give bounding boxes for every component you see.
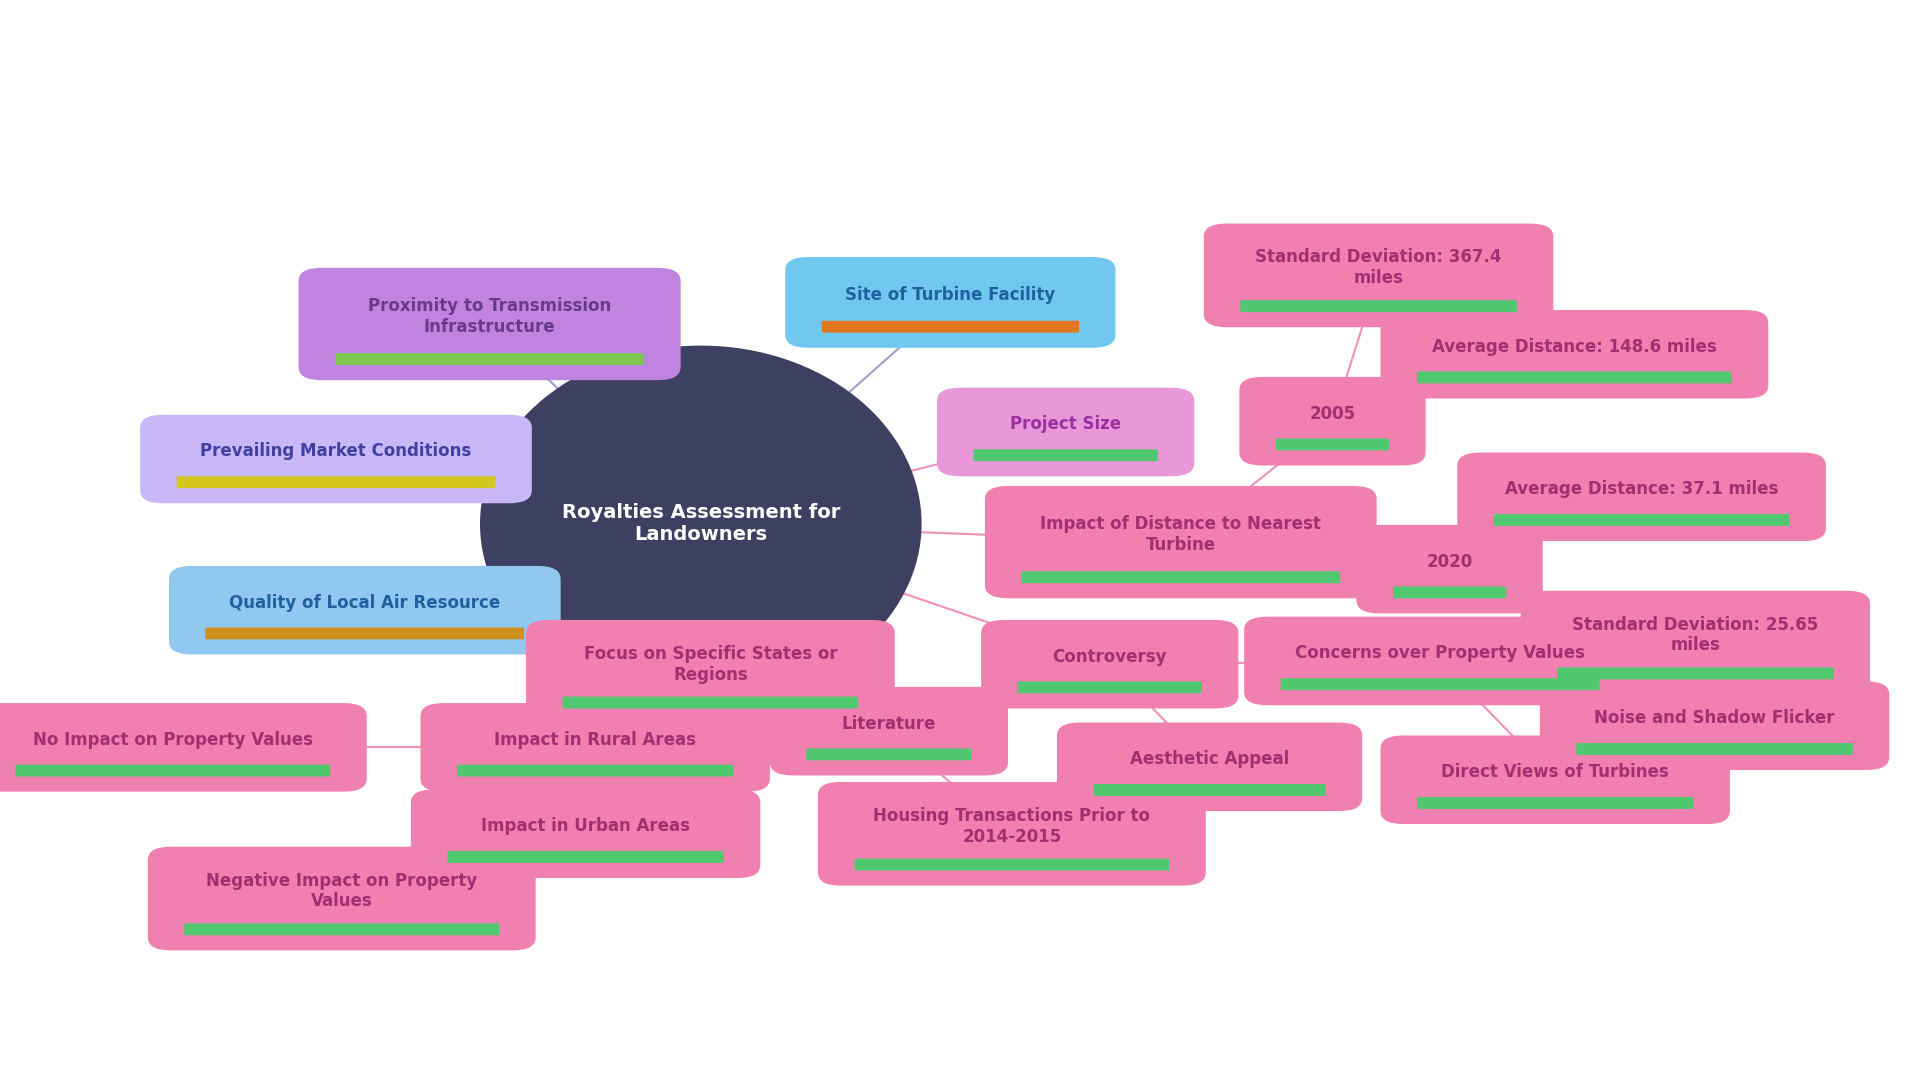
FancyBboxPatch shape — [1281, 678, 1599, 690]
Text: Quality of Local Air Resource: Quality of Local Air Resource — [228, 594, 501, 611]
FancyBboxPatch shape — [447, 851, 724, 863]
FancyBboxPatch shape — [1204, 224, 1553, 327]
FancyBboxPatch shape — [1021, 571, 1340, 583]
Text: Proximity to Transmission
Infrastructure: Proximity to Transmission Infrastructure — [369, 297, 611, 336]
Text: Literature: Literature — [841, 715, 937, 732]
FancyBboxPatch shape — [937, 388, 1194, 476]
FancyBboxPatch shape — [1380, 735, 1730, 824]
FancyBboxPatch shape — [1394, 586, 1505, 598]
Text: 2005: 2005 — [1309, 405, 1356, 422]
Text: Impact in Rural Areas: Impact in Rural Areas — [493, 731, 697, 748]
FancyBboxPatch shape — [169, 566, 561, 654]
FancyBboxPatch shape — [1240, 377, 1425, 465]
FancyBboxPatch shape — [526, 620, 895, 724]
Text: Site of Turbine Facility: Site of Turbine Facility — [845, 286, 1056, 303]
FancyBboxPatch shape — [822, 321, 1079, 333]
Text: 2020: 2020 — [1427, 553, 1473, 570]
Text: Housing Transactions Prior to
2014-2015: Housing Transactions Prior to 2014-2015 — [874, 807, 1150, 846]
FancyBboxPatch shape — [1380, 310, 1768, 399]
FancyBboxPatch shape — [411, 789, 760, 878]
FancyBboxPatch shape — [1356, 525, 1544, 613]
FancyBboxPatch shape — [818, 782, 1206, 886]
FancyBboxPatch shape — [1494, 514, 1789, 526]
FancyBboxPatch shape — [1417, 797, 1693, 809]
Text: Prevailing Market Conditions: Prevailing Market Conditions — [200, 443, 472, 460]
Text: Average Distance: 37.1 miles: Average Distance: 37.1 miles — [1505, 481, 1778, 498]
FancyBboxPatch shape — [985, 486, 1377, 598]
FancyBboxPatch shape — [1521, 591, 1870, 694]
FancyBboxPatch shape — [981, 620, 1238, 708]
Text: No Impact on Property Values: No Impact on Property Values — [33, 731, 313, 748]
Text: Royalties Assessment for
Landowners: Royalties Assessment for Landowners — [563, 503, 839, 544]
Text: Direct Views of Turbines: Direct Views of Turbines — [1442, 764, 1668, 781]
FancyBboxPatch shape — [1240, 300, 1517, 312]
FancyBboxPatch shape — [140, 415, 532, 503]
FancyBboxPatch shape — [420, 703, 770, 792]
FancyBboxPatch shape — [770, 687, 1008, 775]
FancyBboxPatch shape — [15, 765, 330, 777]
FancyBboxPatch shape — [1417, 372, 1732, 383]
FancyBboxPatch shape — [184, 923, 499, 935]
FancyBboxPatch shape — [148, 847, 536, 950]
FancyBboxPatch shape — [457, 765, 733, 777]
FancyBboxPatch shape — [1244, 617, 1636, 705]
FancyBboxPatch shape — [336, 353, 645, 365]
FancyBboxPatch shape — [1576, 743, 1853, 755]
FancyBboxPatch shape — [177, 476, 495, 488]
Text: Standard Deviation: 25.65
miles: Standard Deviation: 25.65 miles — [1572, 616, 1818, 654]
FancyBboxPatch shape — [563, 697, 858, 708]
Text: Concerns over Property Values: Concerns over Property Values — [1296, 645, 1584, 662]
FancyBboxPatch shape — [1056, 723, 1363, 811]
FancyBboxPatch shape — [806, 748, 972, 760]
FancyBboxPatch shape — [300, 268, 680, 380]
Text: Average Distance: 148.6 miles: Average Distance: 148.6 miles — [1432, 338, 1716, 355]
FancyBboxPatch shape — [205, 627, 524, 639]
FancyBboxPatch shape — [785, 257, 1116, 348]
FancyBboxPatch shape — [1018, 681, 1202, 693]
Ellipse shape — [480, 346, 922, 702]
Text: Aesthetic Appeal: Aesthetic Appeal — [1131, 751, 1288, 768]
FancyBboxPatch shape — [1557, 667, 1834, 679]
Text: Standard Deviation: 367.4
miles: Standard Deviation: 367.4 miles — [1256, 248, 1501, 287]
FancyBboxPatch shape — [0, 703, 367, 792]
Text: Negative Impact on Property
Values: Negative Impact on Property Values — [205, 872, 478, 910]
FancyBboxPatch shape — [973, 449, 1158, 461]
Text: Impact of Distance to Nearest
Turbine: Impact of Distance to Nearest Turbine — [1041, 515, 1321, 554]
Text: Focus on Specific States or
Regions: Focus on Specific States or Regions — [584, 645, 837, 684]
Text: Impact in Urban Areas: Impact in Urban Areas — [482, 818, 689, 835]
Text: Project Size: Project Size — [1010, 416, 1121, 433]
FancyBboxPatch shape — [1275, 438, 1390, 450]
FancyBboxPatch shape — [1457, 453, 1826, 541]
FancyBboxPatch shape — [854, 859, 1169, 870]
Text: Controversy: Controversy — [1052, 648, 1167, 665]
FancyBboxPatch shape — [1540, 681, 1889, 770]
FancyBboxPatch shape — [1094, 784, 1325, 796]
Text: Noise and Shadow Flicker: Noise and Shadow Flicker — [1594, 710, 1836, 727]
